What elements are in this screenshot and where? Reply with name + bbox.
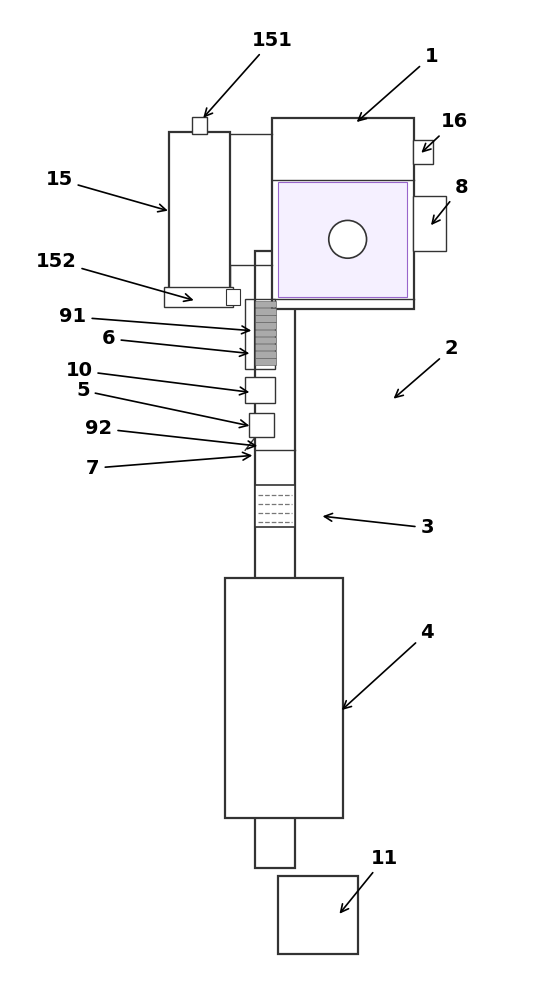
Bar xyxy=(193,117,208,134)
Bar xyxy=(255,337,276,343)
Bar xyxy=(249,413,274,437)
Text: 10: 10 xyxy=(65,361,248,395)
Text: 15: 15 xyxy=(45,170,166,212)
Text: 8: 8 xyxy=(432,178,468,224)
Text: 5: 5 xyxy=(76,381,248,428)
Text: 92: 92 xyxy=(85,419,256,449)
Bar xyxy=(255,308,276,315)
Text: 3: 3 xyxy=(324,513,434,537)
Bar xyxy=(255,330,276,336)
Bar xyxy=(169,132,230,293)
Bar xyxy=(255,485,295,527)
Bar xyxy=(255,358,276,365)
Circle shape xyxy=(329,220,367,258)
Bar xyxy=(255,351,276,358)
Bar xyxy=(255,251,295,868)
Bar xyxy=(278,876,358,954)
Bar xyxy=(163,287,233,307)
Bar xyxy=(225,578,343,818)
Bar xyxy=(255,301,276,307)
Bar xyxy=(255,322,276,329)
Bar xyxy=(413,196,446,251)
Bar xyxy=(226,289,240,305)
Bar xyxy=(255,315,276,322)
Bar xyxy=(272,118,415,309)
Text: 4: 4 xyxy=(343,623,434,709)
Bar xyxy=(245,299,275,369)
Bar xyxy=(413,140,433,164)
Text: 91: 91 xyxy=(60,307,249,334)
Text: 16: 16 xyxy=(422,112,468,152)
Text: 2: 2 xyxy=(395,339,458,397)
Bar xyxy=(278,182,407,297)
Bar xyxy=(245,377,275,403)
Text: 152: 152 xyxy=(36,252,192,301)
Text: 1: 1 xyxy=(358,47,438,121)
Text: 151: 151 xyxy=(204,31,292,116)
Text: 6: 6 xyxy=(102,329,248,356)
Bar xyxy=(255,344,276,350)
Text: 11: 11 xyxy=(340,849,398,912)
Text: 7: 7 xyxy=(86,452,251,478)
